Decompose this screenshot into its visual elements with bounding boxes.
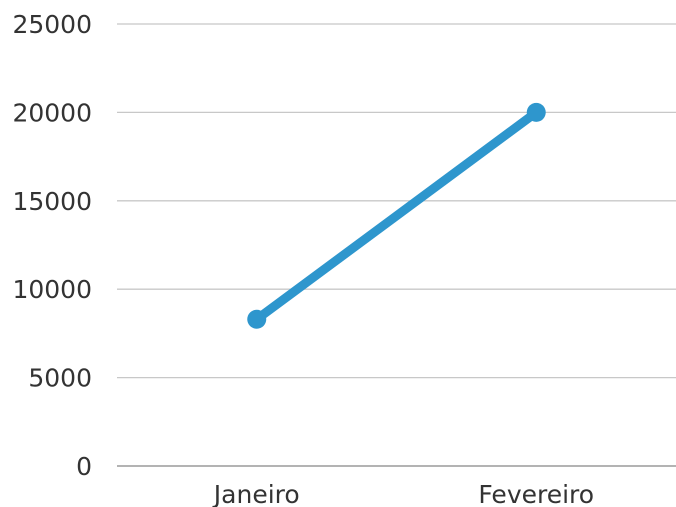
x-axis: Janeiro Fevereiro [117, 465, 676, 507]
y-axis: 0 5000 10000 15000 20000 25000 [12, 10, 92, 481]
y-tick-label: 20000 [12, 98, 92, 127]
y-tick-label: 15000 [12, 187, 92, 216]
y-tick-label: 0 [76, 452, 92, 481]
x-tick-label: Fevereiro [478, 480, 594, 507]
series-line [252, 107, 541, 324]
data-point [526, 102, 546, 122]
x-tick-label: Janeiro [212, 480, 300, 507]
y-tick-label: 25000 [12, 10, 92, 39]
series-layer [247, 102, 546, 329]
gridlines [117, 23, 676, 379]
y-tick-label: 10000 [12, 275, 92, 304]
data-point [247, 309, 267, 329]
y-tick-label: 5000 [28, 364, 92, 393]
